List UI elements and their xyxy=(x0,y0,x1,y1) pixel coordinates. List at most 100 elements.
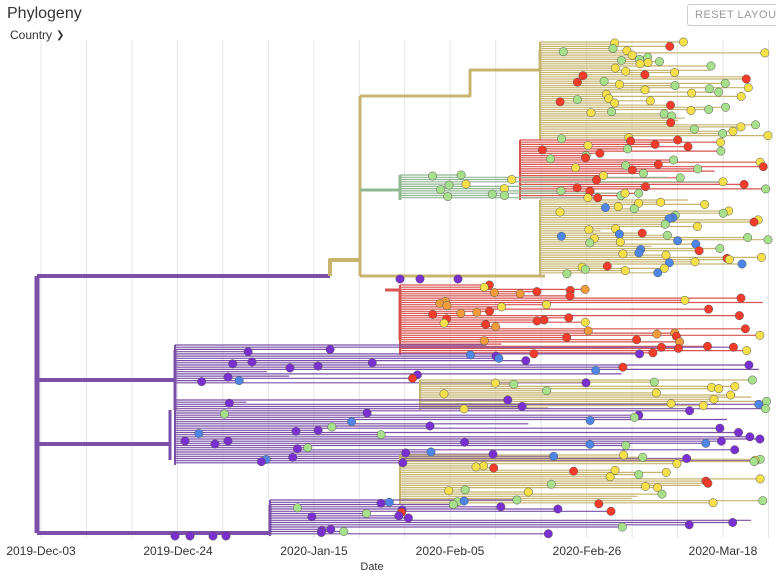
tree-tip[interactable] xyxy=(744,360,754,370)
tree-tip[interactable] xyxy=(755,330,765,340)
tree-tip[interactable] xyxy=(384,497,394,507)
tree-tip[interactable] xyxy=(627,165,637,175)
tree-tip[interactable] xyxy=(208,531,218,541)
tree-tip[interactable] xyxy=(537,145,547,155)
tree-tip[interactable] xyxy=(608,44,618,53)
tree-tip[interactable] xyxy=(635,59,645,69)
tree-tip[interactable] xyxy=(634,188,644,198)
tree-tip[interactable] xyxy=(487,189,497,199)
tree-tip[interactable] xyxy=(618,362,628,372)
tree-tip[interactable] xyxy=(425,421,435,431)
tree-tip[interactable] xyxy=(494,353,504,363)
tree-tip[interactable] xyxy=(721,102,731,112)
tree-tip[interactable] xyxy=(749,457,759,466)
tree-tip[interactable] xyxy=(599,171,608,181)
tree-tip[interactable] xyxy=(489,288,499,298)
tree-tip[interactable] xyxy=(664,258,674,268)
tree-tip[interactable] xyxy=(626,136,636,146)
tree-tip[interactable] xyxy=(571,163,581,173)
tree-tip[interactable] xyxy=(666,399,676,409)
tree-tip[interactable] xyxy=(617,522,627,532)
tree-tip[interactable] xyxy=(569,466,579,476)
tree-tip[interactable] xyxy=(415,274,425,284)
tree-tip[interactable] xyxy=(562,333,572,342)
tree-tip[interactable] xyxy=(687,88,697,98)
tree-tip[interactable] xyxy=(618,249,628,259)
tree-tip[interactable] xyxy=(755,474,765,484)
tree-tip[interactable] xyxy=(698,401,708,411)
tree-tip[interactable] xyxy=(689,124,699,134)
tree-tip[interactable] xyxy=(634,248,644,258)
tree-tip[interactable] xyxy=(675,173,685,183)
tree-tip[interactable] xyxy=(602,261,612,271)
tree-tip[interactable] xyxy=(507,175,517,184)
tree-tip[interactable] xyxy=(542,386,552,396)
tree-tip[interactable] xyxy=(659,263,669,273)
tree-tip[interactable] xyxy=(751,120,760,130)
tree-tip[interactable] xyxy=(678,37,688,47)
tree-tip[interactable] xyxy=(488,449,498,459)
tree-tip[interactable] xyxy=(234,376,244,386)
tree-tip[interactable] xyxy=(716,137,726,147)
tree-tip[interactable] xyxy=(556,231,566,241)
tree-tip[interactable] xyxy=(652,329,662,339)
tree-tip[interactable] xyxy=(627,50,637,60)
tree-tip[interactable] xyxy=(367,358,377,368)
tree-tip[interactable] xyxy=(185,531,195,541)
tree-tip[interactable] xyxy=(362,509,372,518)
tree-tip[interactable] xyxy=(736,91,746,101)
tree-tip[interactable] xyxy=(224,398,234,408)
tree-tip[interactable] xyxy=(653,159,663,169)
tree-tip[interactable] xyxy=(650,139,660,149)
tree-tip[interactable] xyxy=(701,438,711,448)
tree-tip[interactable] xyxy=(643,58,653,68)
tree-tip[interactable] xyxy=(292,444,302,454)
tree-tip[interactable] xyxy=(685,406,695,416)
tree-tip[interactable] xyxy=(581,378,591,388)
tree-tip[interactable] xyxy=(460,437,470,447)
tree-tip[interactable] xyxy=(288,452,298,462)
tree-tip[interactable] xyxy=(666,118,676,128)
tree-tip[interactable] xyxy=(362,408,372,418)
tree-tip[interactable] xyxy=(460,485,470,495)
tree-tip[interactable] xyxy=(729,342,738,352)
tree-tip[interactable] xyxy=(656,197,666,207)
tree-tip[interactable] xyxy=(703,478,713,488)
reset-layout-button[interactable]: RESET LAYOUT xyxy=(687,4,776,26)
tree-tip[interactable] xyxy=(580,317,590,327)
tree-tip[interactable] xyxy=(726,390,736,400)
tree-tip[interactable] xyxy=(683,142,693,152)
tree-tip[interactable] xyxy=(180,436,190,446)
tree-tip[interactable] xyxy=(572,183,582,193)
tree-tip[interactable] xyxy=(327,422,337,432)
tree-tip[interactable] xyxy=(307,512,317,522)
tree-tip[interactable] xyxy=(714,384,724,394)
tree-tip[interactable] xyxy=(605,472,615,482)
tree-tip[interactable] xyxy=(395,274,405,284)
tree-tip[interactable] xyxy=(641,481,650,491)
tree-tip[interactable] xyxy=(641,182,650,192)
tree-tip[interactable] xyxy=(652,483,662,493)
tree-tip[interactable] xyxy=(562,269,572,279)
tree-tip[interactable] xyxy=(736,122,746,132)
tree-tip[interactable] xyxy=(578,71,588,81)
tree-tip[interactable] xyxy=(635,349,644,359)
tree-tip[interactable] xyxy=(436,185,446,195)
tree-tip[interactable] xyxy=(556,186,566,196)
tree-tip[interactable] xyxy=(293,503,302,513)
tree-tip[interactable] xyxy=(740,324,750,334)
tree-tip[interactable] xyxy=(704,84,714,94)
tree-tip[interactable] xyxy=(734,428,743,437)
tree-tip[interactable] xyxy=(703,341,712,351)
tree-tip[interactable] xyxy=(594,499,604,509)
tree-tip[interactable] xyxy=(403,513,413,523)
tree-tip[interactable] xyxy=(439,318,449,328)
tree-tip[interactable] xyxy=(620,266,630,276)
tree-tip[interactable] xyxy=(758,162,768,172)
tree-tip[interactable] xyxy=(583,193,593,203)
tree-tip[interactable] xyxy=(555,97,565,107)
tree-tip[interactable] xyxy=(640,70,650,80)
tree-tip[interactable] xyxy=(580,264,590,274)
tree-tip[interactable] xyxy=(743,83,753,93)
tree-tip[interactable] xyxy=(757,252,766,262)
